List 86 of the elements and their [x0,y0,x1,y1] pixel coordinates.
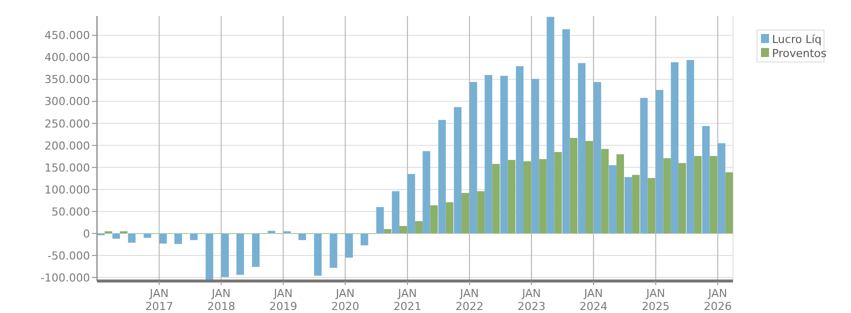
bar [408,174,416,234]
bar [710,156,718,234]
bar [376,207,384,234]
bar [546,16,554,234]
bar [298,233,306,240]
bar [112,233,120,239]
bar [268,230,276,234]
bar [578,63,586,234]
bar [477,191,485,234]
x-tick-label: JAN 2023 [517,287,546,313]
x-tick-label: JAN 2018 [207,287,236,313]
bar [128,233,136,243]
bar [360,233,368,246]
bar [430,205,438,234]
x-tick-label: JAN 2025 [642,287,670,313]
legend-label: Proventos [772,46,827,60]
y-tick-label: -50.000 [48,249,90,262]
bar [678,163,686,234]
bar [616,154,624,234]
x-tick-label: JAN 2024 [580,287,608,313]
bar [508,160,516,234]
bar [470,82,478,234]
bar [392,191,400,234]
bar [384,229,392,234]
bar [438,120,446,234]
bar [562,29,570,234]
y-tick-label: 150.000 [44,161,90,174]
bar [221,233,229,278]
x-tick-label: JAN 2022 [455,287,484,313]
bar [159,233,167,244]
x-tick-label: JAN 2026 [704,287,732,313]
bar [670,62,678,234]
y-tick-label: 50.000 [52,205,90,218]
bar [694,156,702,234]
bar [206,233,214,280]
bar [532,78,540,234]
bar [632,174,640,234]
bar [539,159,547,234]
y-tick-label: -100.000 [40,271,90,284]
y-tick-label: 400.000 [44,51,90,64]
bar [492,164,500,234]
bar [190,233,198,240]
bar [725,172,733,234]
x-tick-label: JAN 2019 [269,287,298,313]
y-tick-label: 200.000 [44,139,90,152]
bar [314,233,322,276]
bar [144,233,152,238]
bar [586,141,594,234]
bar [252,233,260,267]
bar [640,98,648,234]
y-tick-label: 250.000 [44,117,90,130]
bar [484,74,492,234]
bar [330,233,338,268]
y-tick-label: 300.000 [44,95,90,108]
bar [608,165,616,234]
bar [656,90,664,234]
bar [415,221,423,234]
y-tick-label: 0 [83,227,90,240]
bar [500,76,508,234]
bar [601,148,609,234]
bar [345,233,353,258]
bar [516,66,524,234]
bar [454,107,462,234]
y-tick-label: 100.000 [44,183,90,196]
x-tick-label: JAN 2021 [393,287,422,313]
legend-label: Lucro Líq [772,32,822,46]
x-tick-label: JAN 2017 [145,287,174,313]
bar [461,192,470,234]
bar [236,233,244,275]
x-tick-label: JAN 2020 [331,287,360,313]
bar [446,202,454,234]
bar [686,60,694,234]
bar [624,177,632,234]
bar [594,82,602,234]
bar [570,138,578,234]
y-tick-label: 350.000 [44,73,90,86]
bar [399,226,408,234]
bar [523,161,532,234]
bar [718,143,726,234]
bar [174,233,182,244]
bar [554,152,562,234]
bar [422,151,430,234]
bar [663,158,671,234]
bar [648,178,656,234]
y-tick-label: 450.000 [44,29,90,42]
bar [702,126,710,234]
